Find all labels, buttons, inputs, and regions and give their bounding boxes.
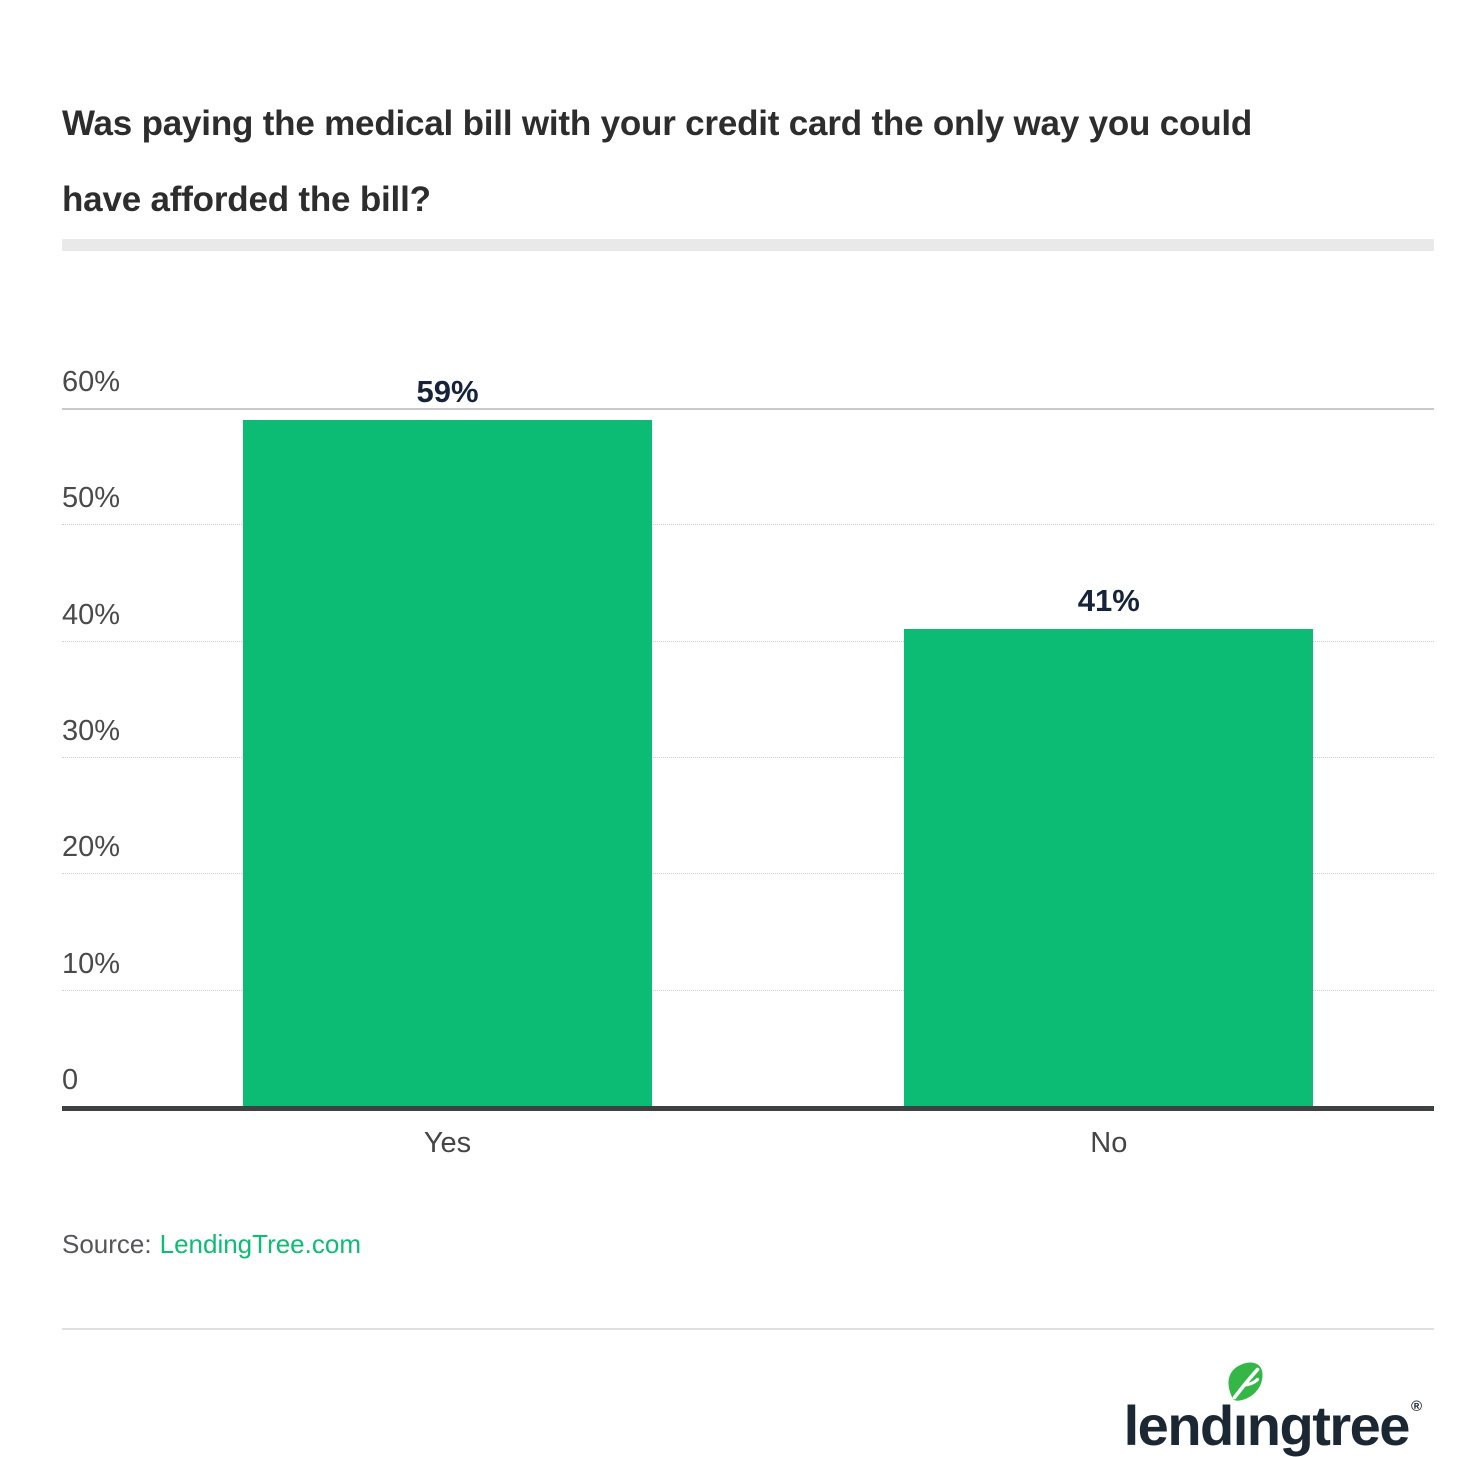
gridline-30 <box>62 757 1434 758</box>
gridline-60 <box>62 408 1434 410</box>
footer-divider <box>62 1328 1434 1330</box>
bar-no <box>904 629 1314 1106</box>
x-axis-line <box>62 1106 1434 1111</box>
logo-row: lendıngtree ® <box>62 1360 1434 1454</box>
logo-wordmark: lendıngtree <box>1123 1394 1411 1457</box>
title-line-2: have afforded the bill? <box>62 180 431 219</box>
y-tick-label-10: 10% <box>62 947 121 980</box>
bar-value-label-yes: 59% <box>416 373 479 409</box>
y-tick-label-20: 20% <box>62 831 121 864</box>
gridline-10 <box>62 989 1434 991</box>
bar-slot-yes: 59% Yes <box>243 376 652 1158</box>
plot-area: 60% 50% 40% 30% 20% 10% 0 59% Yes 41% No <box>62 368 1434 1158</box>
title-line-1: Was paying the medical bill with your cr… <box>62 104 1253 143</box>
source-link[interactable]: LendingTree.com <box>159 1229 361 1259</box>
y-tick-label-0: 0 <box>62 1064 79 1096</box>
leaf-icon <box>1228 1362 1263 1401</box>
x-axis-label-yes: Yes <box>423 1127 472 1159</box>
lendingtree-logo: lendıngtree ® <box>1124 1360 1422 1454</box>
bar-yes <box>243 419 652 1106</box>
gridline-20 <box>62 873 1434 875</box>
page-title: Was paying the medical bill with your cr… <box>62 86 1434 238</box>
y-tick-label-60: 60% <box>62 366 121 398</box>
y-tick-label-40: 40% <box>62 598 121 631</box>
registered-trademark-symbol: ® <box>1410 1398 1422 1415</box>
gridline-50 <box>62 524 1434 526</box>
bar-chart: 60% 50% 40% 30% 20% 10% 0 59% Yes 41% No <box>62 368 1434 1158</box>
y-tick-label-50: 50% <box>62 482 121 515</box>
source-label: Source: <box>62 1229 152 1259</box>
gridline-40 <box>62 640 1434 642</box>
y-tick-label-30: 30% <box>62 715 121 747</box>
source-line: Source: LendingTree.com <box>62 1229 1434 1260</box>
x-axis-label-no: No <box>1090 1127 1128 1159</box>
bar-value-label-no: 41% <box>1077 583 1140 619</box>
title-divider <box>62 239 1434 251</box>
bar-slot-no: 41% No <box>904 408 1314 1158</box>
